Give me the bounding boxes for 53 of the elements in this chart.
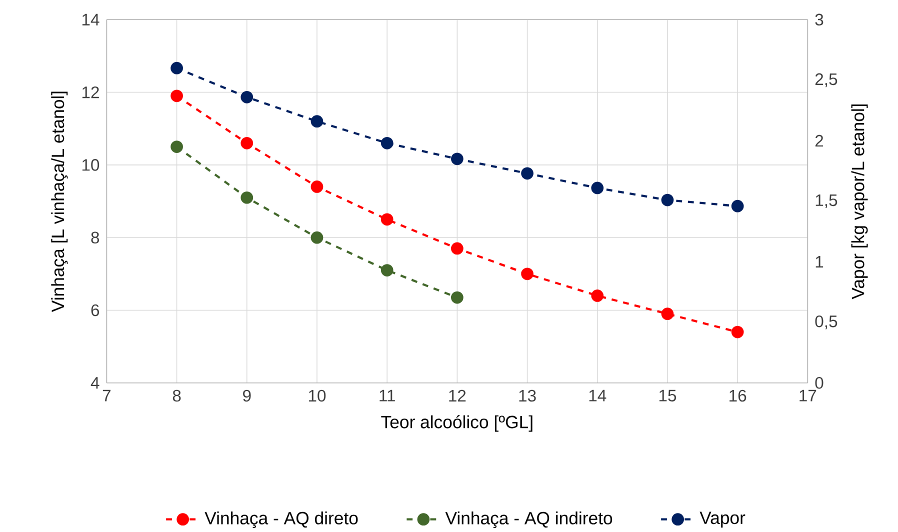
point <box>731 326 744 338</box>
legend-label: Vapor <box>700 512 746 528</box>
point <box>240 90 254 104</box>
x-tick-label: 13 <box>519 390 536 402</box>
y2-tick-label: 1 <box>816 256 824 268</box>
legend-label: Vinhaça - AQ indireto <box>445 511 612 528</box>
x-tick-label: 16 <box>730 390 746 402</box>
legend-label: Vinhaça - AQ direto <box>204 511 358 528</box>
x-tick-label: 7 <box>102 390 110 402</box>
point <box>450 242 464 255</box>
point <box>731 200 744 212</box>
x-tick-label: 8 <box>172 390 181 402</box>
x-tick-label: 9 <box>243 390 251 402</box>
point <box>310 115 324 128</box>
point <box>591 182 604 194</box>
y2-tick-label: 2,5 <box>815 73 838 88</box>
y2-tick-label: 2 <box>815 134 824 146</box>
y-tick-label: 10 <box>82 158 100 171</box>
y2-tick-label: 0,5 <box>815 315 838 330</box>
y2-tick-label: 1,5 <box>816 194 838 208</box>
y2-axis-title: Vapor [kg vapor/L etanol] <box>851 104 868 300</box>
x-axis-title: Teor alcoólico [ºGL] <box>381 415 532 432</box>
y-tick-label: 6 <box>91 304 100 316</box>
y-tick-label: 4 <box>90 377 100 389</box>
point <box>380 213 394 226</box>
x-tick-label: 15 <box>659 390 676 402</box>
y-tick-label: 8 <box>91 232 100 244</box>
point <box>521 268 534 280</box>
point <box>310 180 324 193</box>
point <box>170 140 183 153</box>
point <box>170 62 183 74</box>
x-tick-label: 17 <box>800 390 816 402</box>
y-tick-label: 14 <box>82 14 100 26</box>
point <box>661 194 674 206</box>
x-tick-label: 11 <box>380 390 395 402</box>
point <box>240 191 254 204</box>
point <box>450 291 464 304</box>
y2-tick-label: 0 <box>815 376 824 389</box>
point <box>661 308 674 320</box>
x-tick-label: 10 <box>308 390 326 402</box>
point <box>240 136 254 150</box>
x-tick-label: 14 <box>589 390 606 402</box>
point <box>170 90 183 102</box>
point <box>380 136 394 150</box>
y-axis-title: Vinhaça [L vinhaça/L etanol] <box>51 92 68 312</box>
point <box>451 152 464 166</box>
x-tick-label: 12 <box>449 390 466 402</box>
point <box>310 231 324 244</box>
point <box>521 167 534 180</box>
point <box>591 289 604 302</box>
y-tick-label: 12 <box>82 86 99 98</box>
point <box>380 264 394 276</box>
y2-tick-label: 3 <box>815 14 824 26</box>
